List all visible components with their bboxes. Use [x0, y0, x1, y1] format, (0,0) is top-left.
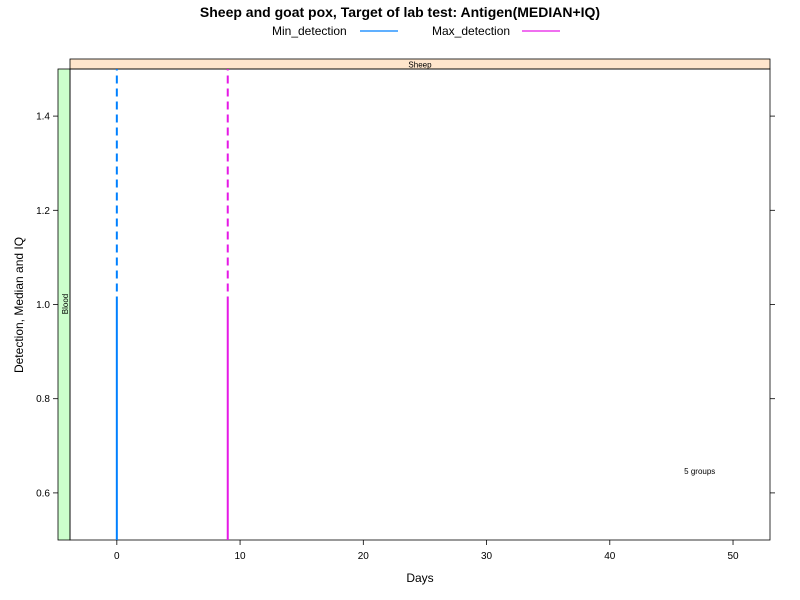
x-tick-label: 30: [481, 551, 493, 562]
axes: 0 10 20 30 40 50 0.6 0.8 1.0 1.2 1.4: [36, 112, 775, 562]
x-tick-label: 0: [114, 551, 120, 562]
y-tick-label: 1.2: [36, 206, 50, 217]
chart-title: Sheep and goat pox, Target of lab test: …: [200, 4, 600, 20]
y-tick-label: 0.6: [36, 488, 50, 499]
data-marks: [115, 69, 229, 540]
y-tick-label: 0.8: [36, 394, 50, 405]
strip-top-label: Sheep: [408, 61, 432, 70]
x-axis-label: Days: [406, 571, 433, 585]
x-tick-label: 20: [358, 551, 370, 562]
legend-label-max-detection: Max_detection: [432, 24, 510, 38]
y-tick-label: 1.0: [36, 300, 50, 311]
y-tick-label: 1.4: [36, 112, 50, 123]
strip-left-label: Blood: [61, 294, 70, 314]
legend: Min_detection Max_detection: [272, 24, 560, 38]
legend-label-min-detection: Min_detection: [272, 24, 347, 38]
x-tick-label: 50: [727, 551, 739, 562]
x-tick-label: 10: [235, 551, 247, 562]
x-tick-label: 40: [604, 551, 616, 562]
y-axis-label: Detection, Median and IQ: [12, 237, 26, 373]
annotation-group-count: 5 groups: [684, 467, 715, 476]
plot-panel: [69, 68, 771, 541]
